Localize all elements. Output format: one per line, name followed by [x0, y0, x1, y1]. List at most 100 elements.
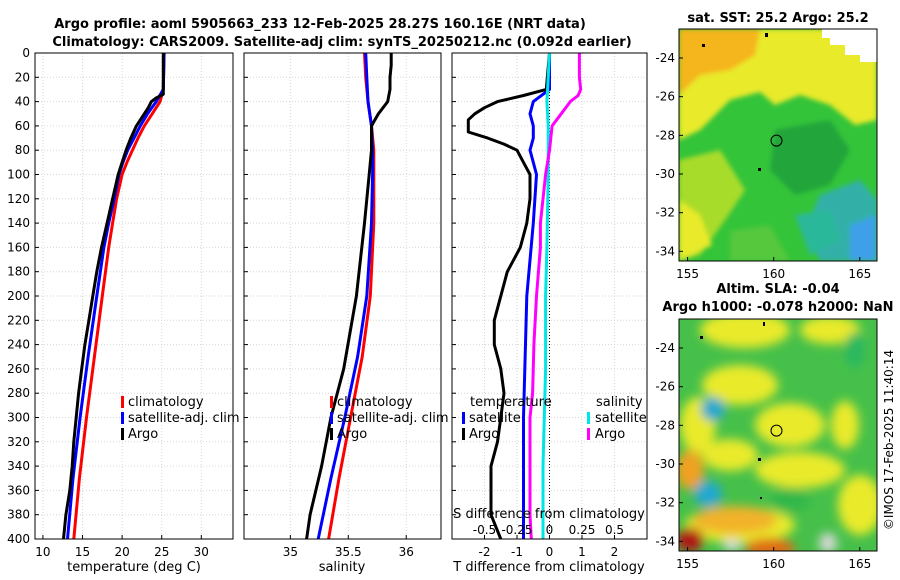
legend-label-argo: Argo	[337, 427, 367, 442]
temperature-xlabel: temperature (deg C)	[67, 560, 201, 575]
map-x-tick-label: 165	[848, 267, 871, 281]
y-tick-label: 0	[22, 46, 30, 60]
legend-label-satellite-adj: satellite-adj. clim	[128, 411, 240, 426]
x-tick-label: 1	[578, 545, 586, 559]
x-tick-label: -2	[479, 545, 491, 559]
x-tick-label: 15	[75, 545, 90, 559]
legend-title-salinity: salinity	[596, 395, 643, 410]
map-y-tick-label: -24	[655, 341, 675, 355]
s-tick-label: 0.25	[569, 523, 596, 537]
map-y-tick-label: -30	[655, 167, 675, 181]
legend-marker-argo	[121, 428, 124, 440]
y-tick-label: 160	[7, 240, 30, 254]
x-tick-label: 10	[35, 545, 50, 559]
legend-label-climatology: climatology	[128, 395, 204, 410]
x-tick-label: -1	[511, 545, 523, 559]
figure-title-line2: Climatology: CARS2009. Satellite-adj cli…	[52, 35, 631, 50]
series-line-argo	[62, 53, 165, 539]
sla-map-title: Altim. SLA: -0.04	[716, 282, 839, 297]
s-tick-label: -0.25	[501, 523, 532, 537]
y-tick-label: 100	[7, 168, 30, 182]
temperature-axes-frame	[34, 52, 234, 540]
sst-argo-position-marker	[770, 134, 783, 147]
y-tick-label: 260	[7, 362, 30, 376]
series-line-s-argo	[528, 53, 583, 539]
difference-lines	[466, 53, 583, 539]
map-y-tick-label: -32	[655, 206, 675, 220]
s-tick-label: 0.5	[605, 523, 624, 537]
sla-map-field	[679, 319, 877, 551]
sla-map-subtitle: Argo h1000: -0.078 h2000: NaN	[662, 300, 893, 315]
legend-marker-t-satellite	[462, 412, 465, 424]
legend-label-s-satellite: satellite	[595, 411, 647, 426]
series-line-s-satellite	[541, 53, 551, 539]
x-tick-label: 20	[114, 545, 129, 559]
sst-map-field	[679, 29, 877, 261]
salinity-tick-labels: 35 35.5 36	[283, 545, 414, 559]
s-tick-label: -0.5	[473, 523, 496, 537]
salinity-xlabel: salinity	[319, 560, 366, 575]
x-tick-label: 2	[611, 545, 619, 559]
y-tick-label: 40	[15, 95, 30, 109]
map-x-tick-label: 160	[762, 557, 785, 571]
x-tick-label: 36	[399, 545, 414, 559]
map-y-tick-label: -26	[655, 380, 675, 394]
sla-map-frame	[678, 318, 878, 552]
legend-label-argo: Argo	[128, 427, 158, 442]
map-x-tick-label: 155	[676, 557, 699, 571]
sla-map-tick-labels: 155 160 165 -24 -26 -28 -30 -32 -34	[655, 341, 871, 571]
map-y-tick-label: -28	[655, 128, 675, 142]
y-tick-label: 180	[7, 265, 30, 279]
map-y-tick-label: -28	[655, 418, 675, 432]
x-tick-label: 30	[194, 545, 209, 559]
legend-label-satellite-adj: satellite-adj. clim	[337, 411, 449, 426]
x-tick-label: 35	[283, 545, 298, 559]
legend-marker-satellite-adj	[330, 412, 333, 424]
series-line-climatology	[72, 53, 166, 539]
sla-map: 155 160 165 -24 -26 -28 -30 -32 -34	[655, 318, 878, 571]
figure-title-line1: Argo profile: aoml 5905663_233 12-Feb-20…	[54, 17, 586, 32]
series-line-t-satellite	[522, 53, 551, 539]
temperature-tick-labels: 10 15 20 25 30	[35, 545, 209, 559]
map-x-tick-label: 165	[848, 557, 871, 571]
t-difference-xlabel: T difference from climatology	[452, 560, 645, 575]
y-tick-label: 360	[7, 483, 30, 497]
legend-marker-satellite-adj	[121, 412, 124, 424]
s-tick-label: 0	[546, 523, 554, 537]
y-tick-label: 240	[7, 338, 30, 352]
y-tick-label: 320	[7, 435, 30, 449]
depth-tick-labels: 0 20 40 60 80 100 120 140 160 180 200 220 240 260 280 3…	[7, 46, 30, 546]
legend-title-temperature: temperature	[470, 395, 552, 410]
y-tick-label: 200	[7, 289, 30, 303]
y-tick-label: 340	[7, 459, 30, 473]
y-tick-label: 80	[15, 143, 30, 157]
salinity-panel: 35 35.5 36 salinity climatology satellite-…	[243, 52, 449, 575]
series-line-satellite-adj-clim	[316, 53, 375, 539]
legend-marker-s-argo	[587, 428, 590, 440]
t-difference-tick-labels: -2 -1 0 1 2	[479, 545, 619, 559]
legend-marker-climatology	[121, 396, 124, 408]
y-tick-label: 60	[15, 119, 30, 133]
map-x-tick-label: 160	[762, 267, 785, 281]
legend-label-s-argo: Argo	[595, 427, 625, 442]
map-y-tick-label: -32	[655, 496, 675, 510]
difference-panel: -2 -1 0 1 2 -0.5 -0.25 0 0.25 0.5 S difference f…	[451, 52, 648, 575]
map-y-tick-label: -26	[655, 90, 675, 104]
map-x-tick-label: 155	[676, 267, 699, 281]
y-tick-label: 220	[7, 313, 30, 327]
difference-axes-frame	[451, 52, 648, 540]
x-tick-label: 25	[154, 545, 169, 559]
legend-marker-t-argo	[462, 428, 465, 440]
s-difference-xlabel: S difference from climatology	[453, 507, 645, 522]
legend-marker-argo	[330, 428, 333, 440]
footer-timestamp: ©IMOS 17-Feb-2025 11:40:14	[882, 350, 896, 530]
temperature-legend: climatology satellite-adj. clim Argo	[121, 395, 240, 442]
y-tick-label: 300	[7, 411, 30, 425]
x-tick-label: 35.5	[335, 545, 362, 559]
salinity-grid	[244, 52, 441, 540]
x-tick-label: 0	[546, 545, 554, 559]
series-line-argo	[305, 53, 393, 539]
map-y-tick-label: -34	[655, 534, 675, 548]
difference-legend-salinity: salinity satellite Argo	[587, 395, 647, 442]
